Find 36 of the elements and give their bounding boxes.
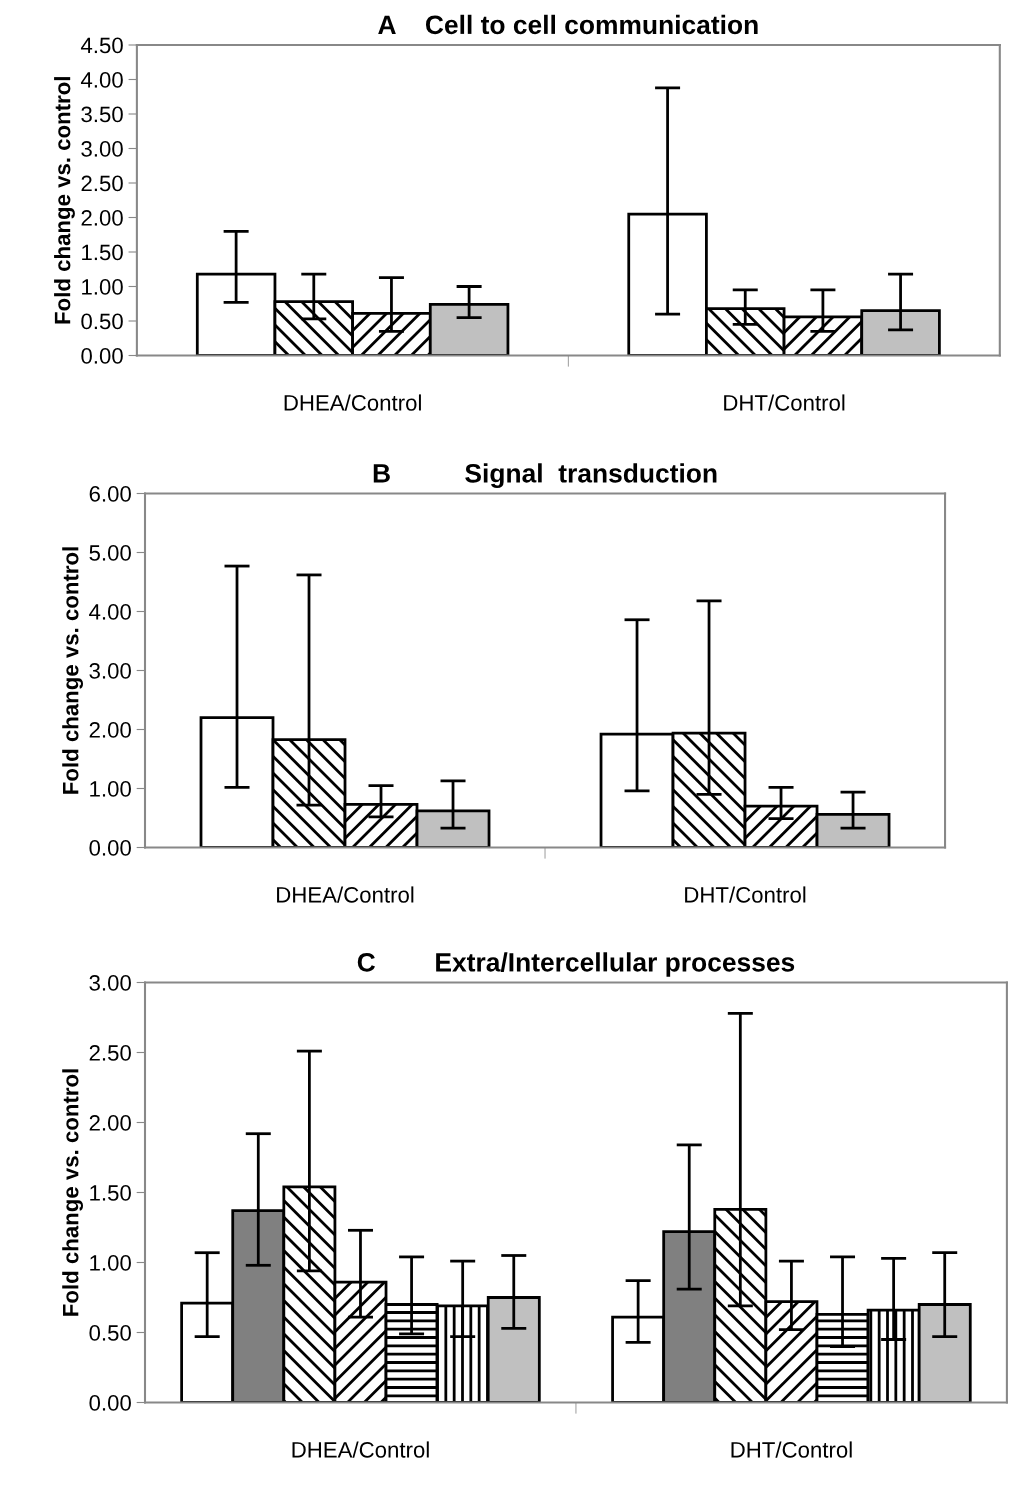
x-tick-label: DHT/Control [685, 886, 806, 903]
x-tick-label: DHT/Control [724, 394, 845, 411]
y-tick-label: 2.00 [89, 1115, 131, 1131]
y-tick-label: 0.00 [89, 840, 131, 856]
y-tick-label: 5.00 [89, 545, 131, 561]
y-tick-label: 2.00 [81, 210, 123, 226]
y-tick-label: 0.50 [81, 313, 123, 330]
y-tick-label: 3.00 [89, 975, 131, 991]
y-axis-title: Fold change vs. control [62, 1069, 84, 1316]
y-tick-label: 3.00 [89, 663, 131, 679]
y-tick-label: 1.00 [90, 1255, 131, 1271]
y-tick-label: 3.00 [81, 141, 123, 157]
y-tick-label: 0.00 [89, 1395, 131, 1411]
x-tick-label: DHT/Control [731, 1441, 852, 1458]
y-tick-label: 4.00 [80, 72, 123, 88]
y-tick-label: 0.50 [89, 1325, 131, 1341]
y-tick-label: 2.00 [89, 722, 131, 738]
y-tick-label: 2.50 [81, 175, 123, 192]
x-tick-label: DHEA/Control [277, 886, 414, 903]
chart-title: A Cell to cell communication [378, 14, 758, 35]
y-tick-label: 2.50 [89, 1045, 131, 1061]
y-tick-label: 1.00 [90, 781, 131, 797]
y-axis-title: Fold change vs. control [62, 547, 84, 794]
x-tick-label: DHEA/Control [292, 1441, 429, 1458]
y-tick-label: 3.50 [81, 106, 123, 123]
y-tick-label: 1.50 [82, 244, 123, 261]
y-tick-label: 6.00 [89, 486, 131, 502]
chart-title: C Extra/Intercellular processes [357, 952, 795, 977]
y-tick-label: 4.50 [80, 37, 123, 54]
x-tick-label: DHEA/Control [284, 394, 421, 411]
chart-title: B Signal transduction [373, 463, 717, 488]
y-tick-label: 4.00 [89, 604, 131, 620]
y-tick-label: 0.00 [81, 348, 123, 364]
y-tick-label: 1.00 [82, 279, 123, 295]
y-tick-label: 1.50 [90, 1185, 131, 1201]
y-axis-title: Fold change vs. control [54, 77, 75, 324]
